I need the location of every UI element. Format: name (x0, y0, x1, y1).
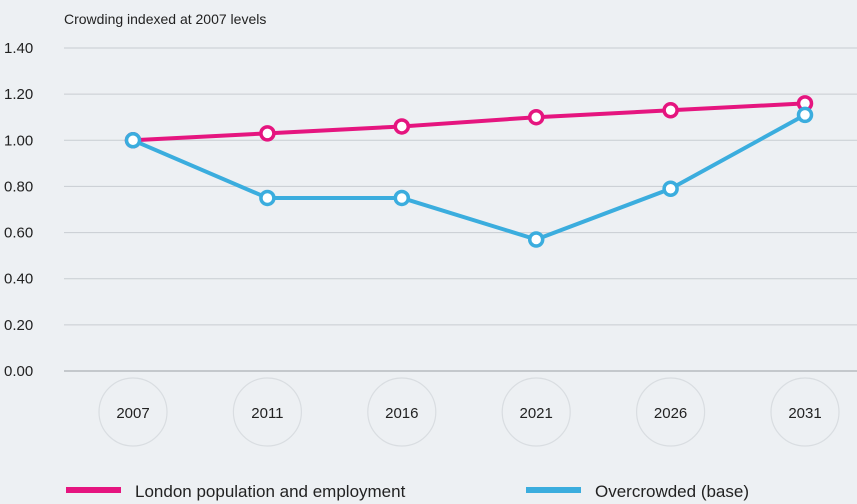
series-line (132, 101, 806, 143)
gridlines (64, 47, 857, 372)
x-category-circle (501, 377, 571, 447)
series-2 (124, 106, 814, 248)
y-axis-title: Crowding indexed at 2007 levels (64, 11, 266, 27)
x-tick-label: 2011 (251, 405, 283, 422)
y-tick-label: 1.40 (4, 40, 33, 57)
x-category-circle (367, 377, 437, 447)
x-tick-label: 2016 (385, 405, 418, 422)
x-tick-label: 2021 (520, 405, 553, 422)
data-point (124, 132, 142, 149)
data-point (527, 231, 545, 248)
y-axis-ticks: 0.00 0.20 0.40 0.60 0.80 1.00 1.20 1.40 (4, 40, 33, 380)
y-tick-label: 0.20 (4, 317, 33, 334)
series-1 (124, 95, 814, 149)
legend-swatch (66, 487, 121, 493)
y-tick-label: 0.60 (4, 225, 33, 242)
legend-swatch (526, 487, 581, 493)
y-tick-label: 0.00 (4, 363, 33, 380)
data-point (662, 102, 679, 119)
data-point (259, 189, 276, 207)
x-axis-categories: 2007 2011 2016 2021 2026 2031 (98, 377, 840, 447)
x-category-circle (98, 377, 168, 447)
y-tick-label: 1.20 (4, 86, 33, 103)
data-point (393, 189, 411, 207)
data-point (527, 108, 545, 126)
legend: London population and employment Overcrow… (66, 482, 749, 501)
y-tick-label: 1.00 (4, 132, 33, 149)
y-tick-label: 0.40 (4, 271, 33, 288)
data-point (259, 125, 276, 142)
series-lines (124, 95, 814, 248)
x-category-circle (635, 377, 706, 447)
data-point (393, 118, 411, 135)
data-point (796, 106, 814, 124)
x-tick-label: 2026 (654, 405, 687, 422)
x-category-circle (770, 377, 840, 447)
x-tick-label: 2007 (116, 405, 149, 422)
y-tick-label: 0.80 (4, 178, 33, 195)
legend-label: Overcrowded (base) (595, 482, 749, 501)
x-category-circle (232, 377, 302, 447)
series-line (132, 113, 806, 242)
legend-label: London population and employment (135, 482, 406, 501)
data-point (662, 180, 679, 197)
x-tick-label: 2031 (788, 405, 821, 422)
